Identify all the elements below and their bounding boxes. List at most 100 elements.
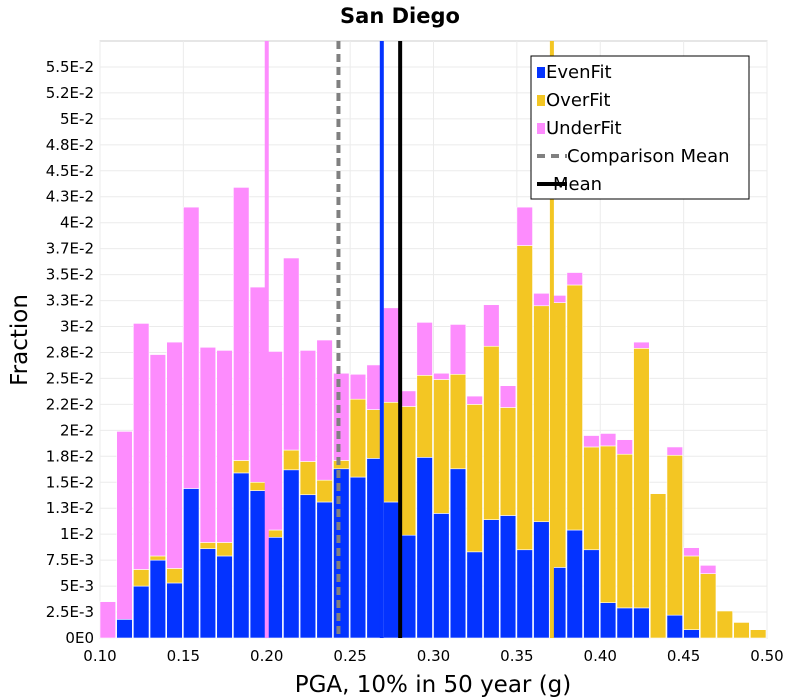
y-tick-label: 1.5E-2 xyxy=(46,473,94,491)
x-axis-label: PGA, 10% in 50 year (g) xyxy=(295,672,572,698)
legend-label: OverFit xyxy=(546,90,610,111)
bar-underfit xyxy=(266,351,283,531)
legend-box xyxy=(530,55,750,200)
y-tick-label: 4.5E-2 xyxy=(46,162,94,180)
bar-overfit xyxy=(233,460,250,474)
bar-overfit xyxy=(316,479,333,503)
x-tick-label: 0.35 xyxy=(500,647,533,665)
y-tick-label: 4E-2 xyxy=(60,214,94,232)
bar-underfit xyxy=(449,324,467,375)
bar-underfit xyxy=(249,286,267,483)
y-tick-label: 1.3E-2 xyxy=(46,499,94,517)
bar-overfit xyxy=(433,379,450,514)
bar-overfit xyxy=(533,305,550,523)
bar-evenfit xyxy=(449,468,467,639)
bar-overfit xyxy=(683,555,700,630)
bar-evenfit xyxy=(666,614,683,639)
legend-swatch-underfit xyxy=(537,123,545,134)
bar-underfit xyxy=(233,187,250,461)
bar-underfit xyxy=(333,372,350,461)
bar-evenfit xyxy=(316,501,333,639)
bar-evenfit xyxy=(183,488,200,639)
bar-underfit xyxy=(633,341,650,349)
bar-underfit xyxy=(316,339,333,481)
bar-underfit xyxy=(199,346,217,543)
bar-underfit xyxy=(566,272,583,286)
y-tick-label: 5E-3 xyxy=(60,577,94,595)
bar-underfit xyxy=(666,446,683,456)
bar-evenfit xyxy=(133,585,150,639)
bar-underfit xyxy=(149,354,166,557)
y-tick-label: 1E-2 xyxy=(60,525,94,543)
bar-overfit xyxy=(516,245,533,551)
y-tick-label: 1.8E-2 xyxy=(46,447,94,465)
bar-evenfit xyxy=(199,548,217,639)
bar-underfit xyxy=(99,601,116,639)
bar-evenfit xyxy=(499,515,517,639)
legend-label: Mean xyxy=(553,174,602,195)
bar-overfit xyxy=(699,573,717,639)
y-tick-label: 7.5E-3 xyxy=(46,551,94,569)
bar-underfit xyxy=(533,292,550,307)
bar-overfit xyxy=(716,610,733,639)
x-axis-ticks: 0.10 0.15 0.20 0.25 0.30 0.35 0.40 0.45 0.50 xyxy=(83,647,783,665)
bar-underfit xyxy=(683,547,700,557)
y-tick-label: 5.2E-2 xyxy=(46,84,94,102)
bar-overfit xyxy=(349,398,367,478)
bar-underfit xyxy=(599,433,617,447)
y-tick-label: 3.7E-2 xyxy=(46,240,94,258)
bar-evenfit xyxy=(466,551,483,639)
bar-evenfit xyxy=(683,629,700,639)
y-tick-label: 2.5E-2 xyxy=(46,369,94,387)
y-tick-label: 2.8E-2 xyxy=(46,343,94,361)
bar-evenfit xyxy=(516,549,533,639)
bar-evenfit xyxy=(266,536,283,639)
bar-evenfit xyxy=(433,513,450,639)
x-tick-label: 0.20 xyxy=(250,647,283,665)
bar-underfit xyxy=(166,341,183,569)
bar-evenfit xyxy=(599,602,617,639)
bar-overfit xyxy=(416,375,433,458)
bar-evenfit xyxy=(333,468,350,639)
bar-overfit xyxy=(399,406,417,536)
bar-overfit xyxy=(283,449,300,471)
x-tick-label: 0.30 xyxy=(417,647,450,665)
bar-underfit xyxy=(299,350,317,462)
bar-underfit xyxy=(399,390,417,407)
bar-overfit xyxy=(383,402,400,503)
bar-evenfit xyxy=(233,472,250,639)
legend-swatch-overfit xyxy=(537,95,545,106)
bar-evenfit xyxy=(483,519,500,639)
bar-underfit xyxy=(349,373,367,400)
bar-underfit xyxy=(466,395,483,405)
x-tick-label: 0.15 xyxy=(167,647,200,665)
y-tick-label: 2.5E-3 xyxy=(46,603,94,621)
bar-underfit xyxy=(416,322,433,376)
bar-overfit xyxy=(149,555,166,561)
bar-evenfit xyxy=(633,607,650,639)
y-tick-label: 5E-2 xyxy=(60,110,94,128)
bar-overfit xyxy=(216,542,233,557)
y-tick-label: 2E-2 xyxy=(60,421,94,439)
bar-underfit xyxy=(383,307,400,403)
bar-overfit xyxy=(499,407,517,516)
legend: EvenFit OverFit UnderFit Comparison Mean Mea… xyxy=(530,55,750,200)
legend-label: Comparison Mean xyxy=(567,146,730,167)
bar-evenfit xyxy=(299,494,317,639)
bar-underfit xyxy=(516,206,533,246)
bar-overfit xyxy=(299,461,317,496)
bar-evenfit xyxy=(283,469,300,639)
legend-swatch-evenfit xyxy=(537,67,545,78)
bar-evenfit xyxy=(566,529,583,639)
bar-evenfit xyxy=(216,555,233,639)
bar-underfit xyxy=(583,435,600,448)
y-axis-ticks: 0E0 2.5E-3 5E-3 7.5E-3 1E-2 1.3E-2 1.5E-2 1.8E-… xyxy=(46,58,94,647)
bar-overfit xyxy=(733,622,750,639)
bar-overfit xyxy=(199,542,217,550)
y-tick-label: 3E-2 xyxy=(60,318,94,336)
y-tick-label: 3.5E-2 xyxy=(46,266,94,284)
y-tick-label: 4.8E-2 xyxy=(46,136,94,154)
y-tick-label: 2.2E-2 xyxy=(46,395,94,413)
y-axis-label: Fraction xyxy=(7,294,33,386)
